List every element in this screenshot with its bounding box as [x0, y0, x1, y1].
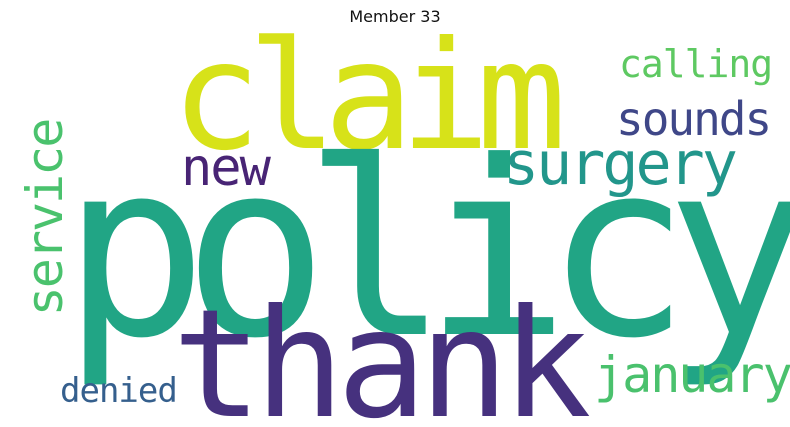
word-january: january [594, 346, 790, 404]
word-calling: calling [619, 42, 773, 86]
chart-title: Member 33 [349, 7, 441, 26]
word-policy: policy [62, 110, 790, 392]
word-denied: denied [60, 371, 178, 411]
word-sounds: sounds [616, 92, 772, 146]
word-new: new [181, 138, 271, 198]
word-thank: thank [172, 278, 592, 427]
word-claim: claim [171, 10, 567, 184]
word-surgery: surgery [503, 129, 738, 199]
